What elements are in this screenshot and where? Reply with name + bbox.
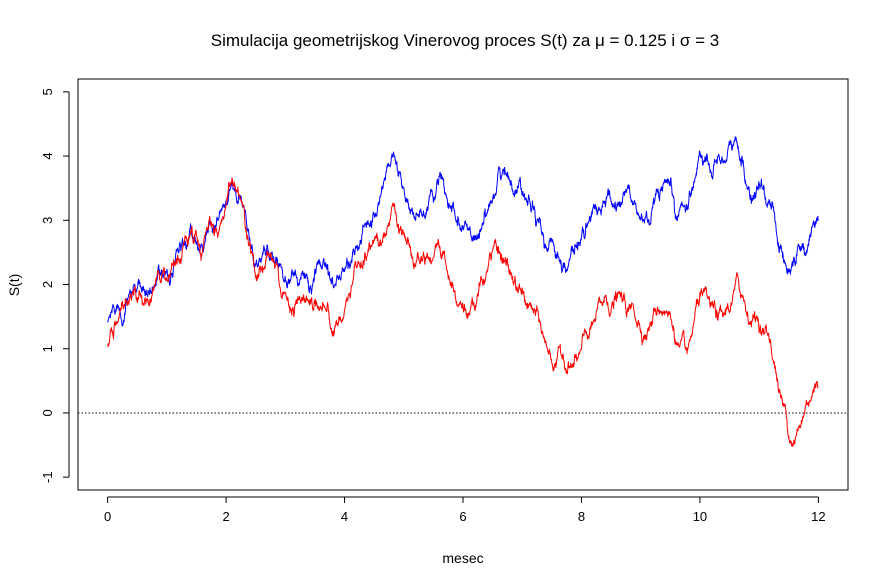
x-tick-label: 10 <box>693 509 707 524</box>
series-line-2 <box>107 177 819 447</box>
x-tick-label: 8 <box>578 509 585 524</box>
y-tick-label: -1 <box>40 471 55 483</box>
x-tick-label: 6 <box>459 509 466 524</box>
plot-frame <box>77 78 849 491</box>
y-tick-label: 1 <box>40 345 55 352</box>
x-axis-label: mesec <box>442 550 483 566</box>
y-tick-label: 3 <box>40 217 55 224</box>
x-tick-label: 12 <box>811 509 825 524</box>
series-layer <box>107 136 819 447</box>
y-tick-label: 0 <box>40 409 55 416</box>
x-tick-label: 0 <box>104 509 111 524</box>
x-tick-label: 4 <box>341 509 348 524</box>
y-axis-label: S(t) <box>6 274 22 297</box>
x-tick-label: 2 <box>222 509 229 524</box>
y-tick-label: 4 <box>40 152 55 159</box>
chart-title: Simulacija geometrijskog Vinerovog proce… <box>211 31 720 50</box>
y-tick-label: 5 <box>40 88 55 95</box>
y-tick-label: 2 <box>40 281 55 288</box>
